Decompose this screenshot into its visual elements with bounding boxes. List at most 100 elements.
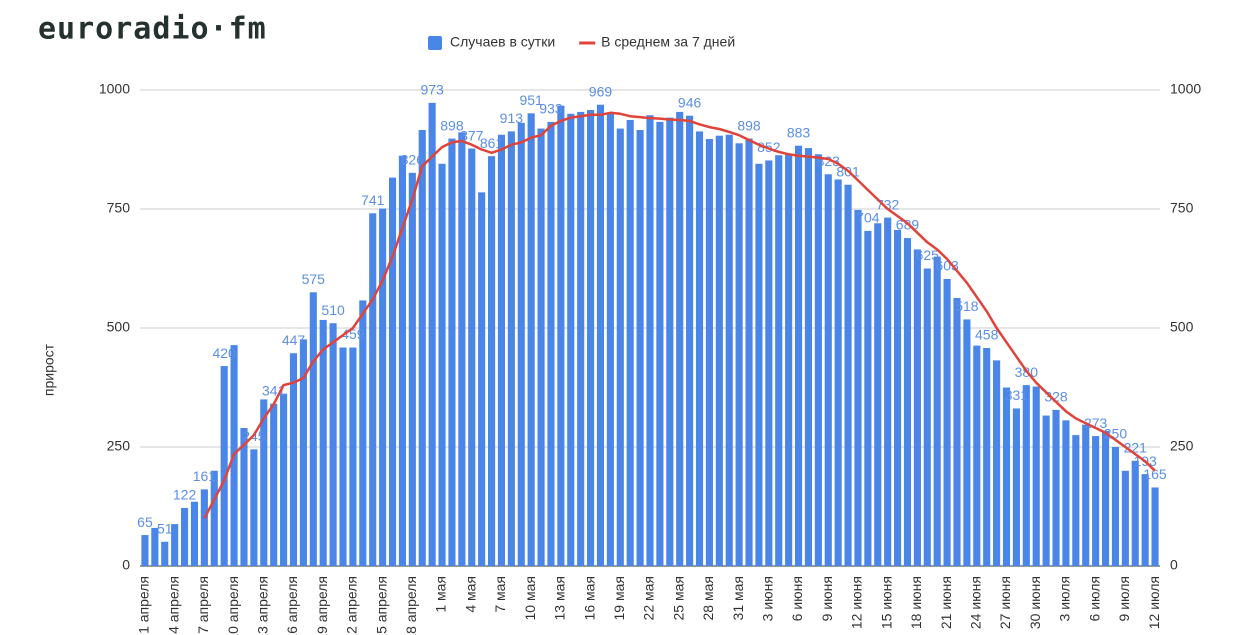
value-label: 51: [157, 520, 173, 536]
y2-tick-label: 0: [1170, 557, 1178, 573]
x-tick-label: 4 мая: [462, 576, 478, 613]
bar: [141, 535, 149, 566]
bar: [388, 177, 397, 567]
bar: [547, 121, 555, 566]
bar: [775, 155, 783, 566]
x-tick-label: 25 апреля: [373, 576, 389, 635]
bar: [993, 360, 1001, 566]
bar: [557, 105, 565, 566]
bar: [1082, 424, 1090, 566]
bar: [517, 122, 525, 567]
bar: [804, 148, 813, 566]
bar: [289, 353, 298, 566]
bar: [171, 524, 179, 566]
legend-label: В среднем за 7 дней: [601, 34, 735, 50]
bar: [636, 129, 644, 566]
value-label: 459: [341, 326, 365, 342]
bar: [487, 156, 496, 566]
x-tick-label: 10 апреля: [225, 576, 241, 635]
bar: [537, 128, 545, 566]
bar: [190, 501, 199, 566]
value-label: 969: [589, 83, 613, 99]
x-tick-label: 25 мая: [670, 576, 686, 620]
bar: [1042, 415, 1050, 566]
value-label: 913: [500, 110, 524, 126]
bar: [943, 278, 951, 566]
bar: [200, 489, 208, 566]
bar: [280, 393, 288, 566]
bar: [379, 208, 387, 567]
bar: [309, 292, 317, 566]
x-tick-label: 9 июня: [819, 576, 835, 621]
bar: [884, 217, 892, 566]
bar: [626, 119, 634, 566]
bar: [478, 192, 486, 566]
y2-tick-label: 1000: [1170, 81, 1201, 97]
value-label: 458: [975, 327, 999, 343]
bar: [577, 111, 585, 567]
bar: [359, 300, 367, 566]
bar: [785, 154, 793, 566]
bar: [1052, 409, 1060, 566]
bar: [567, 113, 575, 567]
y-tick-label: 250: [107, 438, 131, 454]
x-tick-label: 24 июня: [967, 576, 983, 629]
bar: [408, 172, 416, 566]
value-label: 165: [1143, 466, 1167, 482]
x-tick-label: 7 апреля: [195, 576, 211, 634]
x-tick-label: 30 июня: [1027, 576, 1043, 629]
bar: [260, 399, 268, 566]
bar: [151, 527, 159, 566]
bar: [1002, 387, 1011, 566]
logo: euroradio·fm: [38, 12, 267, 47]
value-label: 741: [361, 192, 385, 208]
bar: [240, 427, 248, 566]
bar: [339, 347, 347, 566]
bar: [745, 138, 753, 566]
bar: [270, 403, 278, 566]
x-tick-label: 19 мая: [611, 576, 627, 620]
bar: [903, 238, 912, 566]
bar: [1141, 474, 1149, 566]
bar: [874, 223, 882, 566]
x-tick-label: 1 мая: [433, 576, 449, 613]
value-label: 732: [876, 196, 900, 212]
x-tick-label: 22 апреля: [344, 576, 360, 635]
bar: [210, 470, 218, 566]
x-tick-label: 15 июня: [878, 576, 894, 629]
bar: [735, 143, 743, 566]
y-tick-label: 750: [107, 200, 131, 216]
bar: [1121, 470, 1129, 566]
bar: [933, 256, 941, 566]
value-label: 951: [519, 92, 543, 108]
value-label: 447: [282, 332, 306, 348]
bar: [398, 155, 406, 567]
bar: [1012, 408, 1020, 566]
bar: [319, 319, 327, 566]
bar: [755, 163, 763, 566]
bar: [596, 104, 605, 567]
legend-swatch: [428, 36, 442, 50]
bar: [814, 154, 822, 566]
x-tick-label: 16 мая: [581, 576, 597, 620]
bar: [1111, 447, 1120, 566]
value-label: 122: [173, 487, 197, 503]
bar: [953, 298, 961, 566]
bar: [824, 174, 832, 566]
value-label: 328: [1044, 389, 1068, 405]
bar: [1072, 435, 1080, 566]
bar: [963, 319, 971, 566]
bar: [369, 213, 377, 566]
bar: [646, 115, 654, 566]
line: [203, 111, 1156, 519]
bar: [844, 184, 852, 566]
bar: [1092, 436, 1100, 566]
value-label: 161: [193, 468, 217, 484]
bar: [705, 139, 713, 566]
value-label: 946: [678, 94, 702, 110]
y-axis-label: прирост: [41, 343, 57, 396]
x-tick-label: 12 июня: [849, 576, 865, 629]
bar: [161, 541, 169, 566]
bar: [983, 347, 991, 566]
value-label: 933: [539, 101, 563, 117]
